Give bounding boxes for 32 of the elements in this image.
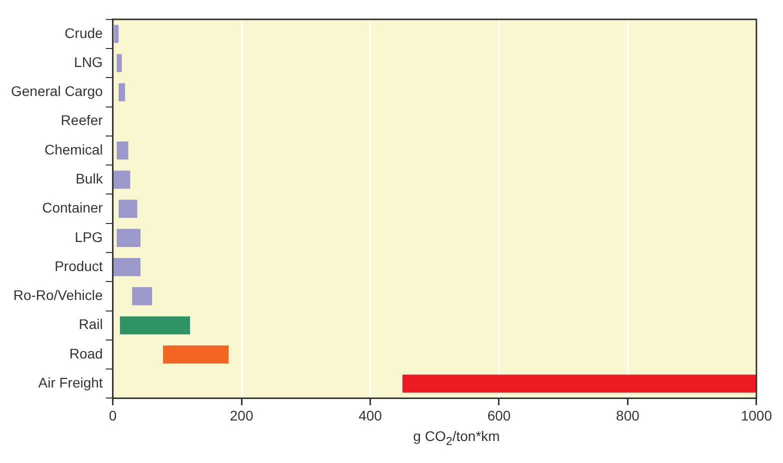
x-tick-label: 200: [230, 407, 254, 424]
y-tick-label: LPG: [74, 228, 103, 245]
y-tick-label: Air Freight: [38, 374, 103, 390]
x-tick-label: 1000: [740, 407, 772, 424]
bar: [114, 24, 119, 43]
bar: [116, 228, 140, 247]
y-tick-label: Rail: [78, 316, 103, 332]
bar: [118, 83, 126, 102]
x-tick-label: 600: [487, 407, 511, 424]
y-tick-label: Crude: [64, 24, 104, 41]
y-tick-label: Product: [54, 258, 103, 274]
bar: [114, 258, 140, 276]
bar: [132, 287, 152, 306]
y-tick-label: Chemical: [44, 141, 103, 158]
x-tick-label: 0: [108, 407, 117, 424]
x-tick-label: 800: [616, 407, 640, 424]
bar: [116, 54, 122, 72]
bar: [116, 141, 128, 160]
y-tick-label: Container: [42, 200, 104, 216]
y-tick-label: Ro-Ro/Vehicle: [13, 287, 104, 304]
bar: [163, 345, 229, 364]
y-tick-label: Reefer: [60, 112, 104, 128]
x-axis-title: g CO$_{2}$/ton*km: [412, 428, 501, 448]
bar: [402, 374, 756, 393]
y-tick-label: Road: [69, 345, 103, 362]
bar: [118, 200, 138, 218]
y-tick-label: LNG: [74, 54, 103, 70]
x-tick-label: 400: [358, 407, 382, 424]
y-tick-label: General Cargo: [11, 83, 104, 100]
bar: [114, 170, 130, 189]
y-tick-label: Bulk: [76, 170, 104, 187]
bar: [120, 316, 190, 334]
